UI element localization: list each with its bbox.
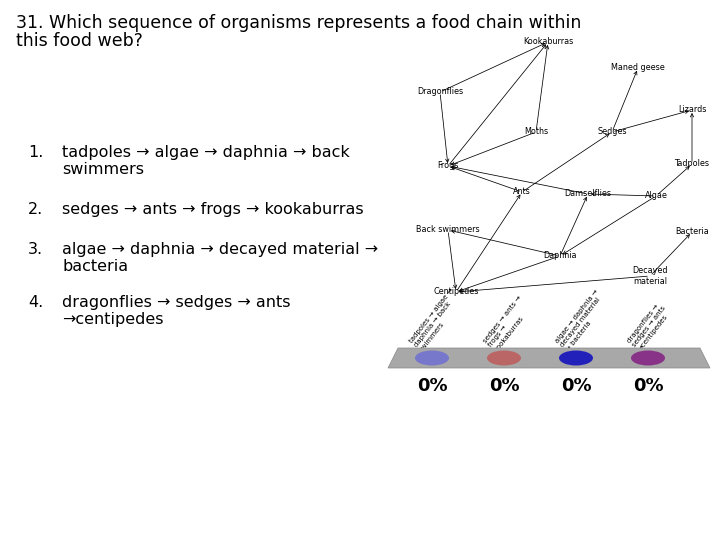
Text: Tadpoles: Tadpoles — [675, 159, 709, 168]
Text: 1.: 1. — [28, 145, 43, 160]
Text: →centipedes: →centipedes — [62, 312, 163, 327]
Text: Frogs: Frogs — [437, 161, 459, 171]
Text: 0%: 0% — [633, 377, 663, 395]
Text: Centipedes: Centipedes — [433, 287, 479, 296]
Text: Moths: Moths — [524, 127, 548, 137]
Text: 31. Which sequence of organisms represents a food chain within: 31. Which sequence of organisms represen… — [16, 14, 581, 32]
Text: 3.: 3. — [28, 242, 43, 257]
Text: algae → daphnia →
decayed material
→ bacteria: algae → daphnia → decayed material → bac… — [554, 288, 611, 352]
Text: bacteria: bacteria — [62, 259, 128, 274]
Text: 0%: 0% — [561, 377, 591, 395]
Text: Back swimmers: Back swimmers — [416, 226, 480, 234]
Text: Sedges: Sedges — [598, 127, 626, 137]
Text: Lizards: Lizards — [678, 105, 706, 114]
Text: algae → daphnia → decayed material →: algae → daphnia → decayed material → — [62, 242, 378, 257]
Text: tadpoles → algae →
daphnia → back
swimmers: tadpoles → algae → daphnia → back swimme… — [408, 287, 465, 352]
Text: 0%: 0% — [489, 377, 519, 395]
Text: 4.: 4. — [28, 295, 43, 310]
Text: this food web?: this food web? — [16, 32, 143, 50]
Text: sedges → ants → frogs → kookaburras: sedges → ants → frogs → kookaburras — [62, 202, 364, 217]
Text: swimmers: swimmers — [62, 162, 144, 177]
Text: dragonflies →
sedges → ants
→centipedes: dragonflies → sedges → ants →centipedes — [626, 301, 672, 352]
Text: tadpoles → algae → daphnia → back: tadpoles → algae → daphnia → back — [62, 145, 350, 160]
Text: 0%: 0% — [417, 377, 447, 395]
Ellipse shape — [415, 350, 449, 366]
Text: Daphnia: Daphnia — [544, 252, 577, 260]
Text: Ants: Ants — [513, 187, 531, 197]
Text: Decayed
material: Decayed material — [632, 266, 667, 286]
Ellipse shape — [559, 350, 593, 366]
Text: Bacteria: Bacteria — [675, 227, 709, 237]
Text: sedges → ants →
frogs →
kookaburras: sedges → ants → frogs → kookaburras — [482, 294, 534, 352]
Text: Damselflies: Damselflies — [564, 190, 611, 199]
Ellipse shape — [487, 350, 521, 366]
Text: Kookaburras: Kookaburras — [523, 37, 573, 46]
Text: Algae: Algae — [644, 192, 667, 200]
Text: dragonflies → sedges → ants: dragonflies → sedges → ants — [62, 295, 290, 310]
Ellipse shape — [631, 350, 665, 366]
Polygon shape — [388, 348, 710, 368]
Text: 2.: 2. — [28, 202, 43, 217]
Text: Dragonflies: Dragonflies — [417, 87, 463, 97]
Text: Maned geese: Maned geese — [611, 64, 665, 72]
